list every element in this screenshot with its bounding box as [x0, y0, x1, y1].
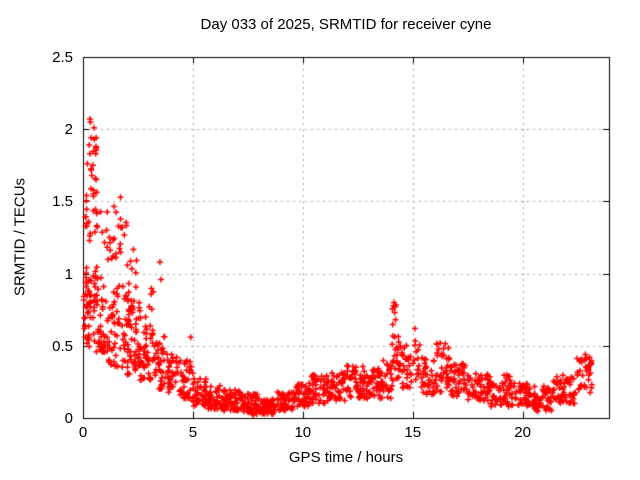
y-tick-label: 2 — [64, 121, 73, 139]
y-tick-label: 1.5 — [52, 193, 73, 211]
x-tick-label: 20 — [514, 424, 531, 441]
y-tick-label: 2.5 — [52, 49, 73, 66]
y-tick-label: 1 — [64, 265, 73, 283]
x-tick-label: 0 — [78, 424, 88, 441]
x-tick-label: 15 — [404, 424, 422, 441]
x-tick-label: 10 — [294, 424, 312, 441]
y-tick-label: 0.5 — [52, 337, 73, 355]
x-tick-label: 5 — [188, 424, 198, 441]
x-axis-label: GPS time / hours — [288, 449, 404, 466]
y-tick-label: 0 — [64, 410, 73, 427]
chart-title: Day 033 of 2025, SRMTID for receiver cyn… — [200, 16, 492, 33]
